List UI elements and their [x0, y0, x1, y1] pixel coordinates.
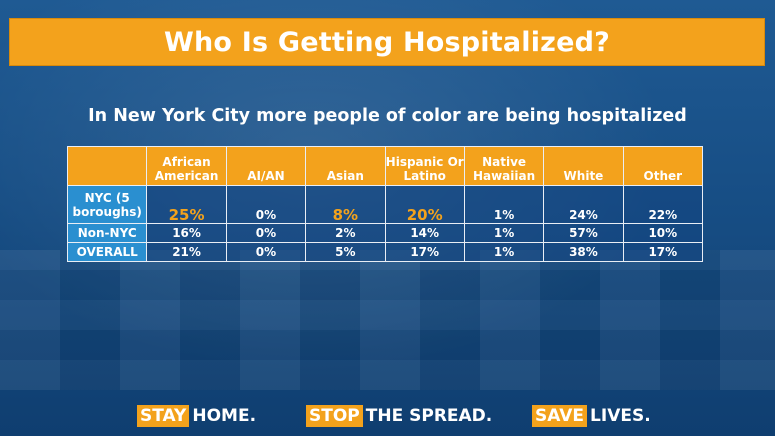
slogan-text: THE SPREAD. — [365, 406, 493, 426]
header-row: African American AI/AN Asian Hispanic Or… — [66, 146, 704, 186]
table-cell: 22% — [622, 185, 704, 224]
table-row: NYC (5 boroughs) 25% 0% 8% 20% 1% 24% 22… — [66, 185, 704, 224]
title-banner: Who Is Getting Hospitalized? — [9, 18, 765, 66]
corner-cell — [66, 146, 148, 186]
table-cell: 17% — [384, 242, 465, 262]
table-cell: 14% — [384, 223, 465, 243]
subtitle: In New York City more people of color ar… — [88, 106, 687, 126]
table-cell: 38% — [543, 242, 624, 262]
col-header: African American — [146, 146, 227, 186]
col-header: Other — [622, 146, 704, 186]
col-header: Native Hawaiian — [463, 146, 545, 186]
table-cell: 0% — [225, 185, 307, 224]
slogan-text: HOME. — [192, 406, 257, 426]
slogan-key: STOP — [306, 405, 363, 427]
slogan-save-lives: SAVE LIVES. — [532, 404, 651, 428]
table-cell: 1% — [463, 185, 545, 224]
page-title: Who Is Getting Hospitalized? — [163, 26, 610, 58]
background-floor — [0, 250, 775, 390]
col-header: White — [543, 146, 624, 186]
col-header: Hispanic Or Latino — [384, 146, 465, 186]
table-cell: 0% — [225, 223, 307, 243]
slogan-text: LIVES. — [590, 406, 651, 426]
hospitalization-table: African American AI/AN Asian Hispanic Or… — [66, 146, 704, 262]
table-cell: 8% — [305, 185, 386, 224]
slogan-footer: STAY HOME. STOP THE SPREAD. SAVE LIVES. — [0, 404, 775, 428]
table-cell: 16% — [146, 223, 227, 243]
table-cell: 21% — [146, 242, 227, 262]
table-row: Non-NYC 16% 0% 2% 14% 1% 57% 10% — [66, 223, 704, 243]
row-header: Non-NYC — [66, 223, 148, 243]
col-header: Asian — [305, 146, 386, 186]
table-cell: 24% — [543, 185, 624, 224]
row-header: NYC (5 boroughs) — [66, 185, 148, 224]
table-cell: 5% — [305, 242, 386, 262]
table-cell: 57% — [543, 223, 624, 243]
table-cell: 17% — [622, 242, 704, 262]
table-row: OVERALL 21% 0% 5% 17% 1% 38% 17% — [66, 242, 704, 262]
slogan-stay-home: STAY HOME. — [137, 404, 256, 428]
table-cell: 1% — [463, 223, 545, 243]
row-header: OVERALL — [66, 242, 148, 262]
col-header: AI/AN — [225, 146, 307, 186]
table-cell: 0% — [225, 242, 307, 262]
table-cell: 2% — [305, 223, 386, 243]
table-cell: 25% — [146, 185, 227, 224]
slogan-key: SAVE — [532, 405, 588, 427]
slogan-stop-spread: STOP THE SPREAD. — [306, 404, 492, 428]
table-cell: 20% — [384, 185, 465, 224]
table-cell: 10% — [622, 223, 704, 243]
slogan-key: STAY — [137, 405, 190, 427]
table-cell: 1% — [463, 242, 545, 262]
